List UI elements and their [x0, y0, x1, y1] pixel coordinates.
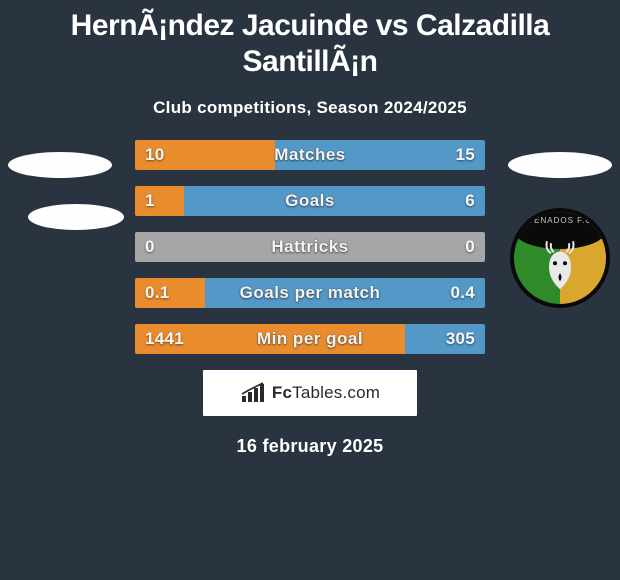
brand-badge: FcTables.com: [203, 370, 417, 416]
brand-text: FcTables.com: [272, 383, 380, 403]
stat-value-right: 0: [465, 232, 475, 262]
stat-value-right: 0.4: [450, 278, 475, 308]
stat-label: Goals: [135, 186, 485, 216]
right-player-badges: VENADOS F.C: [500, 140, 620, 308]
stat-value-right: 6: [465, 186, 475, 216]
stat-value-right: 15: [455, 140, 475, 170]
right-club-badge: VENADOS F.C: [510, 208, 610, 308]
stat-value-left: 1441: [145, 324, 184, 354]
stat-value-right: 305: [446, 324, 475, 354]
brand-text-bold: Fc: [272, 383, 292, 402]
stat-row: Goals per match0.1 0.4: [135, 278, 485, 308]
page-title: HernÃ¡ndez Jacuinde vs Calzadilla Santil…: [0, 0, 620, 80]
stat-value-left: 10: [145, 140, 165, 170]
comparison-content: VENADOS F.C Matches1015Goals16Hattricks0…: [0, 140, 620, 457]
stat-row: Matches10 15: [135, 140, 485, 170]
stat-value-left: 0: [145, 232, 155, 262]
stat-label: Min per goal: [135, 324, 485, 354]
deer-icon: [537, 239, 583, 291]
stat-row: Goals1 6: [135, 186, 485, 216]
stat-label: Matches: [135, 140, 485, 170]
page-subtitle: Club competitions, Season 2024/2025: [0, 98, 620, 118]
club-badge-top-text: VENADOS F.C: [528, 216, 592, 225]
left-badge-placeholder-2: [28, 204, 124, 230]
stat-value-left: 1: [145, 186, 155, 216]
bars-icon: [240, 382, 266, 404]
stat-label: Goals per match: [135, 278, 485, 308]
stat-row: Hattricks0 0: [135, 232, 485, 262]
right-badge-placeholder-1: [508, 152, 612, 178]
brand-text-rest: Tables.com: [292, 383, 380, 402]
comparison-bars: Matches10 15 Goals1 6 Hattricks0 0 Goals per m…: [135, 140, 485, 354]
left-badge-placeholder-1: [8, 152, 112, 178]
left-player-badges: [0, 140, 120, 230]
stat-value-left: 0.1: [145, 278, 170, 308]
stat-label: Hattricks: [135, 232, 485, 262]
date-label: 16 february 2025: [0, 436, 620, 457]
stat-row: Min per goal1441 305: [135, 324, 485, 354]
